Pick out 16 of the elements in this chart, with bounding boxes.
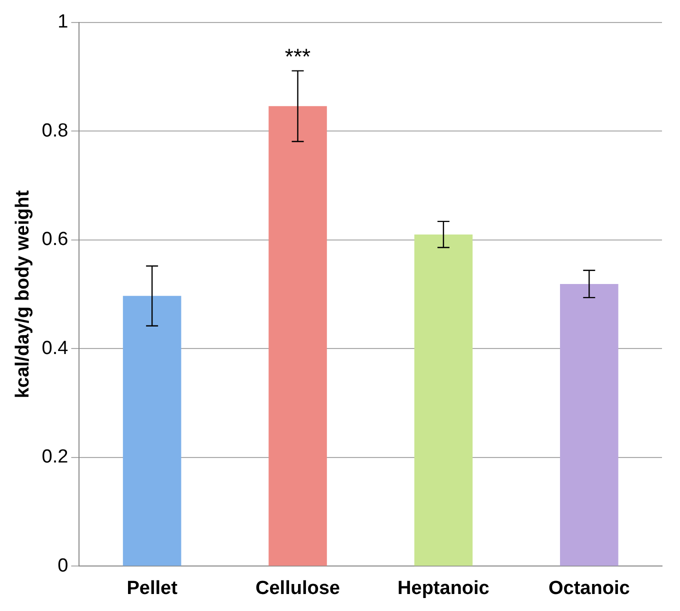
y-tick-label: 0.8 <box>42 120 68 142</box>
bar <box>560 284 618 566</box>
y-tick-label: 0 <box>58 555 68 576</box>
x-tick-label: Heptanoic <box>398 578 490 599</box>
x-tick-label: Cellulose <box>256 578 340 599</box>
y-tick-label: 0.4 <box>42 338 69 359</box>
y-tick-label: 1 <box>58 12 68 33</box>
bar <box>268 106 327 566</box>
x-tick-label: Octanoic <box>548 578 630 599</box>
y-tick-label: 0.6 <box>42 229 68 250</box>
x-tick-label: Pellet <box>126 578 178 599</box>
bar <box>122 296 182 566</box>
bar <box>414 234 473 566</box>
y-axis-title: kcal/day/g body weight <box>12 190 34 398</box>
y-tick-label: 0.2 <box>42 446 68 468</box>
annotation: *** <box>284 44 312 69</box>
